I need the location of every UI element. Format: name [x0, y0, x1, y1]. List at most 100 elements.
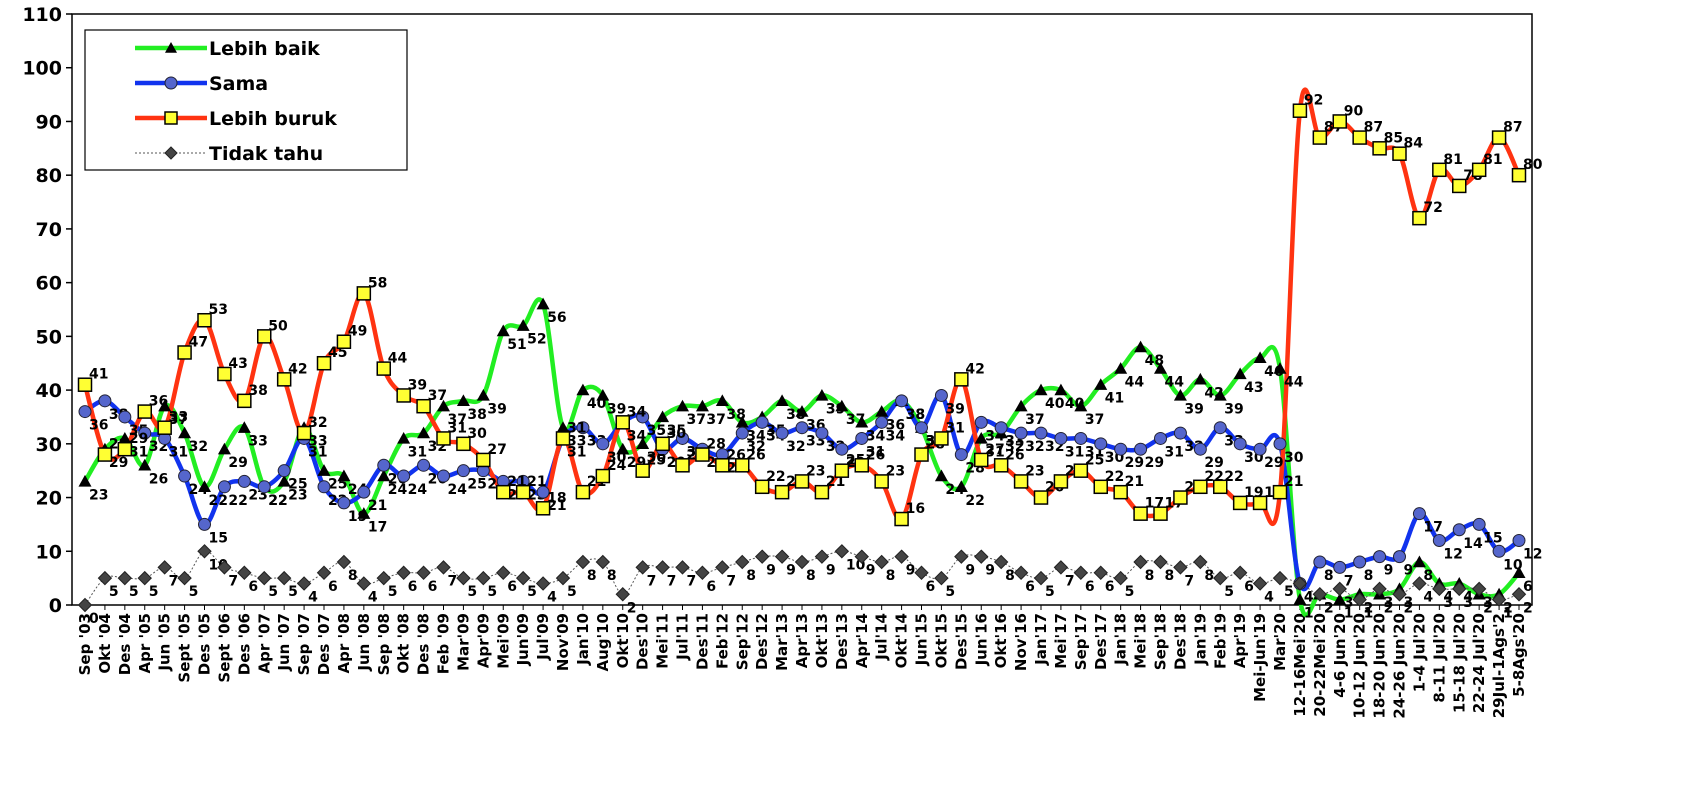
x-tick-label: Mei'18 — [1132, 613, 1150, 669]
data-point — [1292, 576, 1308, 591]
data-label: 3 — [1443, 595, 1453, 611]
data-label: 24 — [408, 482, 428, 498]
x-tick-label: 8-11 Jul'20 — [1430, 613, 1448, 703]
data-point — [715, 394, 729, 407]
data-point — [1352, 592, 1367, 607]
data-label: 7 — [667, 573, 677, 589]
data-point — [575, 554, 591, 570]
data-point — [396, 565, 411, 580]
legend-label: Lebih buruk — [209, 108, 337, 130]
data-point — [177, 345, 192, 360]
data-point — [1273, 437, 1287, 451]
data-point — [1193, 372, 1207, 385]
data-label: 41 — [89, 367, 108, 383]
data-label: 39 — [1224, 401, 1243, 417]
data-point — [1392, 146, 1407, 161]
data-point — [396, 388, 411, 403]
data-point — [436, 560, 451, 575]
data-point — [1392, 587, 1407, 602]
data-label: 51 — [507, 337, 526, 353]
data-label: 29 — [1204, 455, 1223, 471]
data-point — [1432, 162, 1447, 178]
data-label: 33 — [248, 434, 267, 450]
data-label: 2 — [1523, 600, 1533, 616]
data-point — [994, 421, 1008, 435]
data-point — [1173, 560, 1188, 575]
data-point — [655, 436, 670, 452]
data-label: 31 — [1065, 444, 1084, 460]
data-point — [397, 431, 411, 444]
data-point — [177, 570, 192, 586]
x-tick-label: Okt'14 — [893, 613, 911, 668]
data-label: 38 — [248, 383, 267, 399]
data-point — [1213, 421, 1227, 435]
data-label: 31 — [1165, 444, 1184, 460]
data-label: 5 — [189, 584, 199, 600]
data-label: 7 — [228, 573, 238, 589]
data-label: 8 — [1324, 568, 1334, 584]
data-point — [197, 312, 212, 328]
data-label: 6 — [1085, 579, 1095, 595]
data-point — [635, 560, 650, 575]
y-tick-label: 70 — [36, 219, 62, 241]
data-point — [1034, 383, 1048, 396]
data-label: 6 — [926, 579, 936, 595]
data-label: 34 — [886, 428, 906, 444]
data-label: 29 — [1264, 455, 1283, 471]
x-tick-label: Feb '09 — [435, 613, 453, 674]
data-label: 29 — [129, 431, 148, 447]
x-tick-label: Jun'15 — [913, 613, 931, 666]
data-point — [656, 410, 670, 423]
data-point — [1292, 103, 1308, 118]
data-label: 30 — [467, 426, 487, 442]
data-label: 43 — [1244, 380, 1263, 396]
data-label: 37 — [1025, 412, 1044, 428]
data-label: 44 — [1125, 375, 1145, 391]
x-tick-label: Jan'19 — [1191, 613, 1209, 666]
data-label: 39 — [1184, 401, 1203, 417]
data-point — [476, 452, 491, 468]
y-tick-label: 30 — [36, 434, 62, 456]
data-point — [197, 544, 212, 559]
data-point — [1491, 592, 1507, 607]
x-tick-label: Jan'10 — [574, 613, 592, 666]
data-point — [1452, 523, 1466, 537]
x-tick-label: Des '08 — [415, 613, 433, 675]
x-tick-label: Mar'20 — [1271, 613, 1289, 671]
x-tick-label: 12-16Mei'20 — [1291, 613, 1309, 717]
data-point — [1013, 474, 1029, 489]
x-tick-label: Okt'10 — [614, 613, 632, 668]
data-label: 32 — [308, 415, 327, 431]
data-point — [735, 426, 749, 440]
data-label: 42 — [965, 361, 984, 377]
data-point — [437, 469, 450, 483]
x-tick-label: Mei'17 — [1052, 613, 1070, 669]
data-label: 22 — [268, 493, 287, 509]
data-label: 39 — [408, 377, 427, 393]
data-label: 8 — [607, 568, 617, 584]
data-point — [1053, 474, 1069, 489]
data-label: 6 — [248, 579, 258, 595]
data-label: 7 — [647, 573, 657, 589]
data-label: 22 — [209, 493, 228, 509]
data-label: 92 — [1304, 93, 1323, 109]
data-point — [337, 469, 351, 482]
data-label: 25 — [647, 453, 666, 469]
data-point — [1073, 463, 1089, 478]
data-point — [954, 549, 969, 564]
data-point — [1074, 431, 1088, 445]
data-point — [137, 404, 152, 419]
y-tick-label: 0 — [49, 595, 62, 617]
data-label: 30 — [1284, 450, 1304, 466]
data-point — [974, 549, 989, 564]
data-point — [1312, 587, 1328, 602]
data-point — [675, 458, 690, 473]
data-point — [1512, 534, 1526, 548]
x-tick-label: Sep'12 — [733, 613, 751, 670]
data-point — [954, 480, 968, 492]
data-label: 4 — [1304, 590, 1314, 606]
data-label: 44 — [1165, 375, 1185, 391]
data-point — [416, 398, 431, 414]
data-point — [775, 426, 789, 440]
data-point — [376, 570, 391, 586]
